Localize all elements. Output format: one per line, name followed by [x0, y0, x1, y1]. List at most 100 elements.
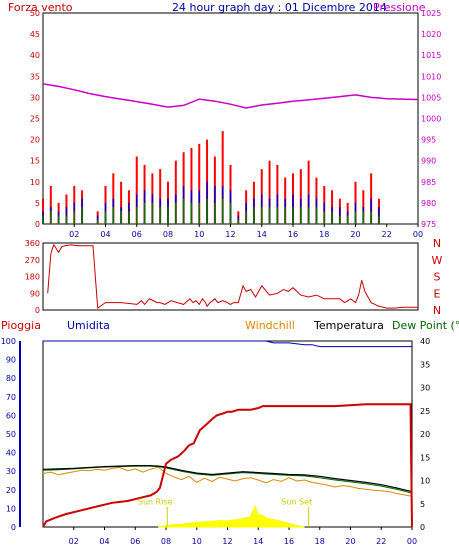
wind-x-tick-label: 10: [194, 230, 204, 239]
dewpoint-label: Dew Point (°C: [392, 319, 459, 332]
sun-annotation: Sun Set: [281, 498, 312, 507]
wind-y-tick: 5: [35, 199, 40, 208]
pressure-y-tick: 975: [421, 220, 436, 229]
weather-x-tick-label: 14: [253, 537, 263, 546]
direction-y-tick: 180: [25, 273, 40, 282]
pressure-y-tick: 1010: [421, 72, 441, 81]
temperature-y-tick: 10: [420, 477, 430, 486]
direction-letter: E: [434, 287, 441, 300]
wind-y-tick: 40: [30, 51, 40, 60]
weather-x-tick-label: 02: [69, 537, 79, 546]
humidity-y-tick: 0: [11, 523, 16, 532]
wind-y-tick: 50: [30, 9, 40, 18]
wind-y-tick: 0: [35, 220, 40, 229]
wind-y-tick: 45: [30, 30, 40, 39]
weather-x-tick-label: 16: [284, 537, 294, 546]
temperature-y-tick: 35: [420, 360, 430, 369]
wind-y-tick: 35: [30, 72, 40, 81]
humidity-y-tick: 40: [6, 449, 16, 458]
weather-x-tick-label: 22: [376, 537, 386, 546]
pressure-y-tick: 985: [421, 178, 436, 187]
pressure-line: [42, 83, 419, 109]
windchill-label: Windchill: [245, 319, 295, 332]
humidity-y-tick: 20: [6, 486, 16, 495]
wind-x-tick-label: 02: [69, 230, 79, 239]
humidity-y-tick: 60: [6, 411, 16, 420]
direction-letter: N: [433, 304, 441, 317]
weather-x-tick-label: 18: [315, 537, 325, 546]
wind-x-tick-label: 16: [288, 230, 298, 239]
wind-y-tick: 30: [30, 93, 40, 102]
direction-letter: S: [434, 271, 441, 284]
wind-y-tick: 20: [30, 136, 40, 145]
humidity-y-tick: 80: [6, 374, 16, 383]
wind-x-tick-label: 20: [350, 230, 360, 239]
direction-letter: W: [432, 254, 443, 267]
rain-humidity-temperature-panel: 0102030405060708090100051015202530354002…: [1, 337, 430, 546]
direction-y-tick: 360: [25, 239, 40, 248]
weather-x-tick-label: 20: [345, 537, 355, 546]
humidity-y-tick: 90: [6, 356, 16, 365]
humidity-y-tick: 10: [6, 504, 16, 513]
pressure-y-tick: 1000: [421, 115, 441, 124]
graph-title: 24 hour graph day : 01 Dicembre 2014: [172, 1, 387, 14]
pressure-y-tick: 1025: [421, 9, 441, 18]
pressure-axis-label: Pressione: [373, 1, 426, 14]
temperature-line: [42, 465, 413, 493]
wind-axis-label: Forza vento: [8, 1, 73, 14]
temperature-y-tick: 20: [420, 430, 430, 439]
temperature-y-tick: 5: [420, 500, 425, 509]
humidity-label: Umidita: [67, 319, 110, 332]
humidity-y-tick: 100: [1, 337, 16, 346]
humidity-y-tick: 70: [6, 393, 16, 402]
pressure-y-tick: 1020: [421, 30, 441, 39]
humidity-y-tick: 50: [6, 430, 16, 439]
temperature-y-tick: 0: [420, 523, 425, 532]
wind-y-tick: 10: [30, 178, 40, 187]
wind-x-tick-label: 22: [382, 230, 392, 239]
temperature-y-tick: 30: [420, 384, 430, 393]
solar-area: [158, 504, 305, 528]
direction-plot-frame: [42, 242, 419, 311]
weather-x-tick-label: 08: [161, 537, 171, 546]
humidity-y-tick: 30: [6, 467, 16, 476]
pressure-y-tick: 980: [421, 199, 436, 208]
temperature-y-tick: 40: [420, 337, 430, 346]
pressure-y-tick: 995: [421, 136, 436, 145]
pressure-y-tick: 990: [421, 157, 436, 166]
direction-y-tick: 0: [35, 306, 40, 315]
temperature-y-tick: 15: [420, 453, 430, 462]
temperature-label: Temperatura: [313, 319, 384, 332]
direction-y-tick: 90: [30, 289, 40, 298]
humidity-line: [43, 340, 412, 348]
wind-pressure-panel: 0510152025303540455097598098599099510001…: [30, 9, 442, 239]
pressure-y-tick: 1015: [421, 51, 441, 60]
sun-annotation: Sun Rise: [138, 498, 173, 507]
pressure-y-tick: 1005: [421, 93, 441, 102]
wind-x-tick-label: 18: [319, 230, 329, 239]
direction-y-tick: 270: [25, 256, 40, 265]
wind-x-tick-label: 14: [257, 230, 267, 239]
wind-x-tick-label: 08: [163, 230, 173, 239]
temperature-y-tick: 25: [420, 407, 430, 416]
direction-line: [47, 243, 418, 310]
wind-x-tick-label: 04: [100, 230, 110, 239]
weather-x-tick-label: 12: [222, 537, 232, 546]
weather-x-tick-label: 06: [130, 537, 140, 546]
rain-line: [42, 403, 413, 528]
rain-label: Pioggia: [1, 319, 41, 332]
wind-y-tick: 25: [30, 115, 40, 124]
weather-x-tick-label: 10: [192, 537, 202, 546]
direction-letter: N: [433, 237, 441, 250]
wind-x-tick-label: 00: [413, 230, 423, 239]
windchill-line: [42, 466, 413, 497]
wind-x-tick-label: 12: [225, 230, 235, 239]
wind-x-tick-label: 06: [132, 230, 142, 239]
weather-x-tick-label: 04: [99, 537, 109, 546]
wind-y-tick: 15: [30, 157, 40, 166]
weather-x-tick-label: 00: [407, 537, 417, 546]
